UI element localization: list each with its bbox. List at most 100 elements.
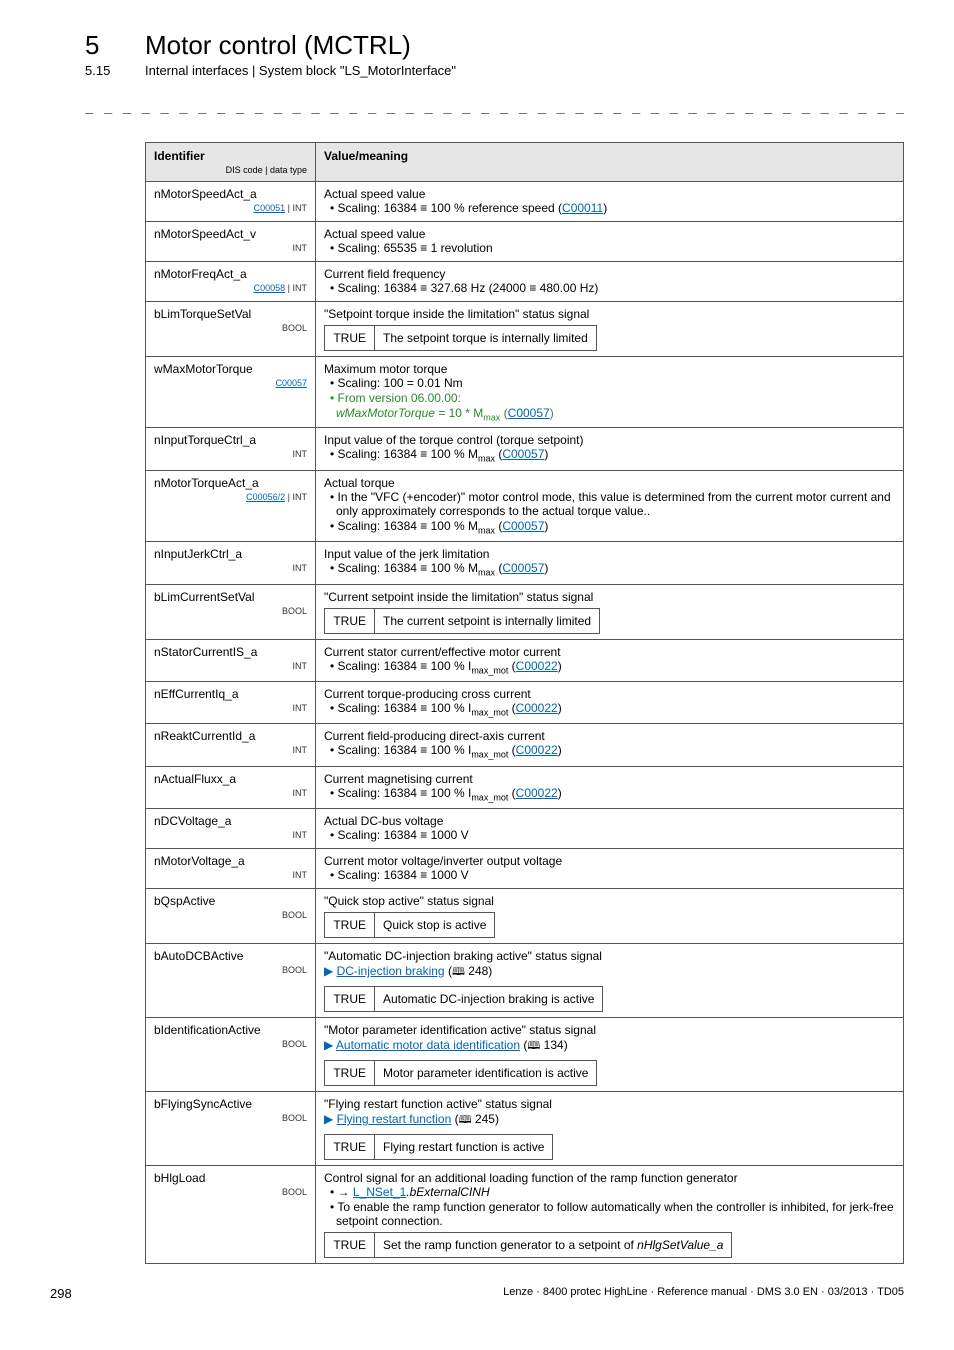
page-number: 298 [50,1286,72,1301]
value-title: Actual speed value [324,227,895,241]
identifier-cell: bLimTorqueSetValBOOL [146,302,316,357]
inline-link[interactable]: C00057 [502,561,544,575]
bullet-item: Scaling: 16384 ≡ 100 % Mmax (C00057) [330,447,895,463]
green-formula: wMaxMotorTorque = 10 * Mmax (C00057) [324,406,895,422]
identifier-name: bLimTorqueSetVal [154,307,307,321]
inner-value: Motor parameter identification is active [375,1061,597,1086]
value-cell: Maximum motor torqueScaling: 100 = 0.01 … [316,357,904,428]
identifier-name: bIdentificationActive [154,1023,307,1037]
inline-link[interactable]: C00022 [516,743,558,757]
identifier-name: nMotorSpeedAct_v [154,227,307,241]
identifier-name: wMaxMotorTorque [154,362,307,376]
bullet-list: Scaling: 16384 ≡ 100 % Imax_mot (C00022) [324,701,895,717]
parameter-table: Identifier DIS code | data type Value/me… [145,142,904,1264]
inner-value: Set the ramp function generator to a set… [375,1233,732,1258]
inner-key: TRUE [325,1135,375,1160]
value-title: "Quick stop active" status signal [324,894,895,908]
value-title: Current field frequency [324,267,895,281]
green-bullet: From version 06.00.00: [330,391,895,405]
inner-key: TRUE [325,608,375,633]
see-link[interactable]: DC-injection braking [337,964,445,978]
code-link[interactable]: C00051 [254,203,286,213]
identifier-name: nDCVoltage_a [154,814,307,828]
triangle-icon: ▶ [324,1112,337,1126]
identifier-cell: nMotorTorqueAct_a C00056/2 | INT [146,470,316,541]
inner-value: Automatic DC-injection braking is active [375,987,603,1012]
bullet-item: Scaling: 100 = 0.01 Nm [330,376,895,390]
inner-value: The setpoint torque is internally limite… [375,326,597,351]
value-title: Actual DC-bus voltage [324,814,895,828]
inline-link[interactable]: C00011 [562,201,603,215]
see-link[interactable]: Automatic motor data identification [336,1038,520,1052]
inline-link[interactable]: C00057 [508,406,550,420]
inline-link[interactable]: C00057 [502,519,544,533]
section-number: 5.15 [85,63,145,78]
subscript: max_mot [471,665,508,675]
identifier-cell: bAutoDCBActiveBOOL [146,944,316,1018]
identifier-name: bFlyingSyncActive [154,1097,307,1111]
inner-key: TRUE [325,1233,375,1258]
italic-text: .bExternalCINH [406,1185,489,1199]
value-title: Current field-producing direct-axis curr… [324,729,895,743]
identifier-name: nMotorTorqueAct_a [154,476,307,490]
value-title: Actual speed value [324,187,895,201]
identifier-meta: BOOL [154,1039,307,1049]
identifier-meta: INT [154,788,307,798]
code-link[interactable]: C00056/2 [246,492,285,502]
inline-link[interactable]: C00022 [516,786,558,800]
bullet-item: Scaling: 16384 ≡ 100 % Imax_mot (C00022) [330,743,895,759]
inner-table: TRUEFlying restart function is active [324,1134,553,1160]
bullet-list: Scaling: 16384 ≡ 100 % Imax_mot (C00022) [324,786,895,802]
identifier-meta: BOOL [154,606,307,616]
bullet-item: To enable the ramp function generator to… [330,1200,895,1228]
bullet-item: Scaling: 16384 ≡ 100 % Mmax (C00057) [330,519,895,535]
bullet-item: Scaling: 16384 ≡ 100 % Mmax (C00057) [330,561,895,577]
identifier-meta: INT [154,870,307,880]
code-link[interactable]: C00058 [254,283,286,293]
value-cell: "Quick stop active" status signal TRUEQui… [316,889,904,944]
identifier-cell: wMaxMotorTorque C00057 [146,357,316,428]
code-link[interactable]: C00057 [275,378,307,388]
identifier-meta: C00057 [154,378,307,388]
see-also: ▶ Flying restart function (🕮 245) [324,1111,895,1130]
inline-link[interactable]: C00022 [516,659,558,673]
inner-value: The current setpoint is internally limit… [375,608,600,633]
see-link[interactable]: Flying restart function [337,1112,452,1126]
see-also: ▶ DC-injection braking (🕮 248) [324,963,895,982]
inline-link[interactable]: C00057 [502,447,544,461]
header-identifier: Identifier DIS code | data type [146,143,316,182]
bullet-list: Scaling: 100 = 0.01 Nm [324,376,895,390]
bullet-item: Scaling: 16384 ≡ 100 % Imax_mot (C00022) [330,659,895,675]
bullet-list: Scaling: 16384 ≡ 1000 V [324,828,895,842]
section-header: 5.15 Internal interfaces | System block … [85,63,904,78]
identifier-meta: INT [154,243,307,253]
bullet-item: → L_NSet_1.bExternalCINH [330,1185,895,1199]
value-cell: Actual speed valueScaling: 65535 ≡ 1 rev… [316,222,904,262]
value-cell: Input value of the torque control (torqu… [316,428,904,470]
value-cell: "Flying restart function active" status … [316,1092,904,1166]
bullet-item: Scaling: 16384 ≡ 100 % Imax_mot (C00022) [330,786,895,802]
identifier-meta: INT [154,449,307,459]
value-cell: "Motor parameter identification active" … [316,1018,904,1092]
identifier-cell: nEffCurrentIq_aINT [146,681,316,723]
identifier-cell: nMotorVoltage_aINT [146,849,316,889]
value-title: Maximum motor torque [324,362,895,376]
value-title: "Motor parameter identification active" … [324,1023,895,1037]
bullet-item: Scaling: 16384 ≡ 100 % Imax_mot (C00022) [330,701,895,717]
identifier-cell: bFlyingSyncActiveBOOL [146,1092,316,1166]
book-icon: 🕮 [452,966,465,978]
value-cell: Control signal for an additional loading… [316,1166,904,1264]
identifier-cell: nInputJerkCtrl_aINT [146,542,316,584]
identifier-meta: BOOL [154,965,307,975]
value-title: Actual torque [324,476,895,490]
value-cell: Current motor voltage/inverter output vo… [316,849,904,889]
identifier-meta: INT [154,661,307,671]
bullet-list: Scaling: 16384 ≡ 1000 V [324,868,895,882]
identifier-cell: nStatorCurrentIS_aINT [146,639,316,681]
inline-link[interactable]: C00022 [516,701,558,715]
inner-table: TRUEQuick stop is active [324,912,495,938]
inline-link[interactable]: L_NSet_1 [353,1185,406,1199]
value-title: Current stator current/effective motor c… [324,645,895,659]
identifier-meta: C00056/2 | INT [154,492,307,502]
subscript: max_mot [471,792,508,802]
